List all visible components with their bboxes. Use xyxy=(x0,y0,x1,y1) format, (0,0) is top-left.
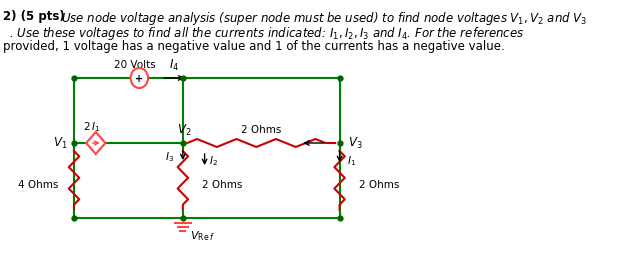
Text: Use node voltage analysis (super node must be used) to find node voltages $V_1, : Use node voltage analysis (super node mu… xyxy=(61,10,587,27)
Text: . Use these voltages to find all the currents indicated: $I_1, I_2, I_3$ and $I_: . Use these voltages to find all the cur… xyxy=(9,25,524,42)
Text: 4 Ohms: 4 Ohms xyxy=(18,180,58,190)
Text: 2 Ohms: 2 Ohms xyxy=(359,180,399,190)
Text: 2 Ohms: 2 Ohms xyxy=(241,125,281,135)
Text: provided, 1 voltage has a negative value and 1 of the currents has a negative va: provided, 1 voltage has a negative value… xyxy=(3,40,505,53)
Text: 2) (5 pts): 2) (5 pts) xyxy=(3,10,65,23)
Text: $I_3$: $I_3$ xyxy=(165,150,174,164)
Text: +: + xyxy=(135,74,143,84)
Text: 2 Ohms: 2 Ohms xyxy=(202,180,243,190)
Text: $I_1$: $I_1$ xyxy=(347,154,356,168)
Text: $V_3$: $V_3$ xyxy=(348,135,363,151)
Text: $I_2$: $I_2$ xyxy=(209,154,218,168)
Text: $V_2$: $V_2$ xyxy=(177,122,192,138)
Text: $V_{\mathrm{Re}\,f}$: $V_{\mathrm{Re}\,f}$ xyxy=(190,229,214,243)
Text: $2\,I_1$: $2\,I_1$ xyxy=(83,120,100,134)
Text: $V_1$: $V_1$ xyxy=(53,135,67,151)
Text: $I_4$: $I_4$ xyxy=(169,57,179,73)
Text: 20 Volts: 20 Volts xyxy=(114,60,156,70)
